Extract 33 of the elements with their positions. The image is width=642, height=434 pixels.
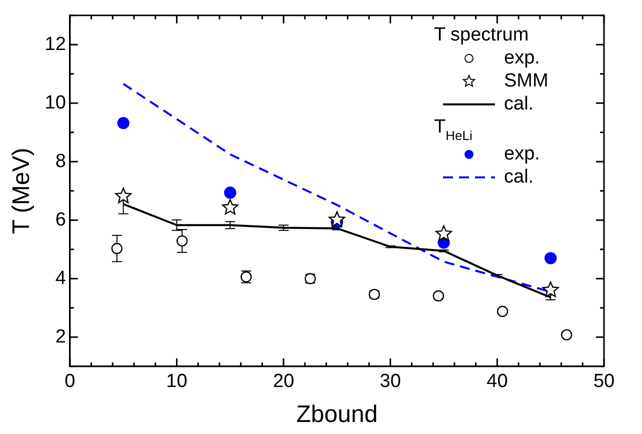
- point: [117, 116, 130, 130]
- point: [544, 252, 557, 264]
- y-tick-label: 8: [55, 150, 66, 172]
- y-tick-label: 12: [44, 34, 66, 55]
- y-tick-label: 4: [55, 268, 66, 289]
- legend-title: T spectrum: [434, 24, 529, 46]
- point: [176, 235, 188, 247]
- x-tick-label: 30: [380, 371, 401, 392]
- y-tick-label: 6: [55, 209, 66, 230]
- point: [328, 211, 346, 227]
- point: [111, 242, 123, 254]
- legend-label: cal.: [504, 94, 534, 115]
- x-tick-label: 50: [593, 371, 615, 392]
- y-tick-label: 10: [44, 92, 66, 114]
- x-tick-label: 0: [64, 371, 76, 392]
- x-axis-title: Zbound: [296, 401, 378, 428]
- legend-label: exp.: [504, 144, 540, 165]
- legend-label: exp.: [504, 48, 540, 69]
- y-tick-label: 2: [55, 326, 66, 348]
- point: [496, 306, 508, 318]
- legend-label: cal.: [504, 166, 534, 188]
- x-tick-label: 20: [272, 371, 294, 392]
- point: [561, 329, 572, 340]
- point: [224, 186, 236, 199]
- point: [436, 225, 452, 241]
- x-tick-label: 40: [486, 371, 508, 392]
- point: [432, 290, 444, 302]
- y-axis-title: T (MeV): [8, 148, 36, 234]
- point: [222, 198, 238, 215]
- legend-label: SMM: [504, 70, 548, 92]
- x-tick-label: 10: [166, 371, 188, 392]
- point: [542, 281, 559, 298]
- point: [115, 188, 132, 204]
